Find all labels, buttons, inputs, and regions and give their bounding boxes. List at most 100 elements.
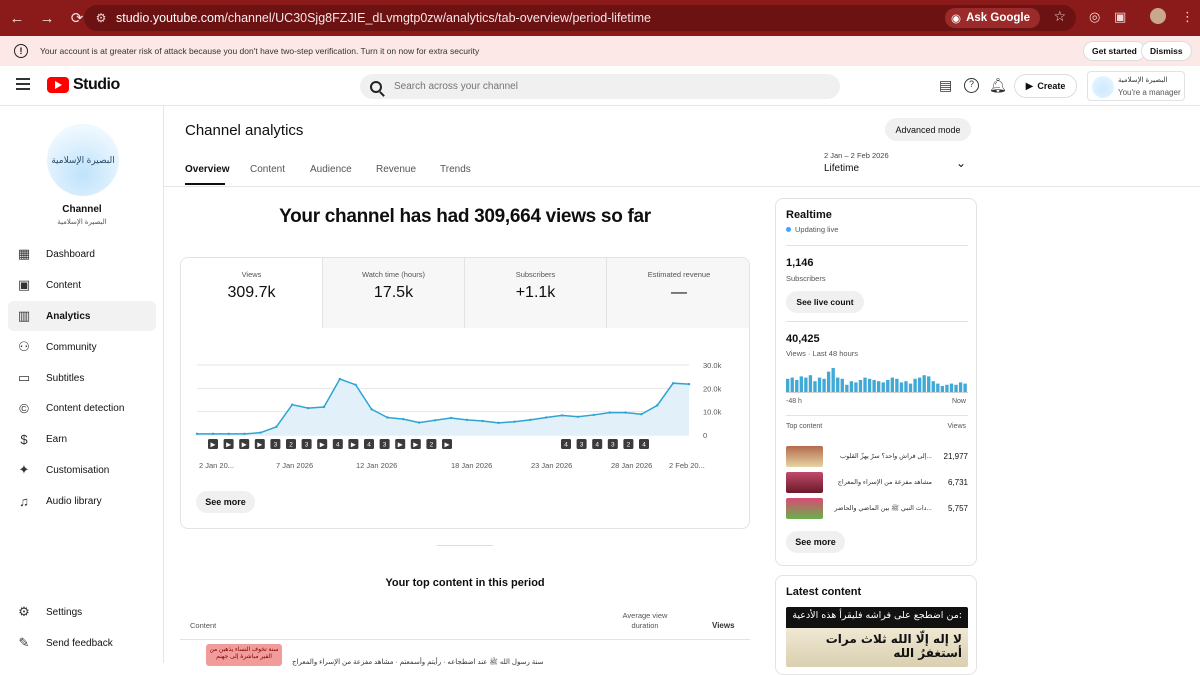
realtime-bar	[922, 375, 926, 392]
youtube-play-icon	[47, 77, 69, 93]
data-point	[640, 413, 643, 416]
sidebar-item-dashboard[interactable]: ▦ Dashboard	[8, 239, 156, 269]
hamburger-menu-icon[interactable]	[16, 78, 30, 93]
sidebar-item-customisation[interactable]: ✦ Customisation	[8, 455, 156, 485]
logo-text: Studio	[73, 76, 120, 93]
see-live-count-button[interactable]: See live count	[786, 291, 864, 313]
data-point	[402, 417, 405, 421]
data-point	[544, 416, 548, 419]
video-marker-icon	[561, 439, 571, 449]
feedback-comment-icon[interactable]: ▤	[939, 77, 953, 93]
channel-avatar[interactable]: البصيرة الإسلامية	[47, 124, 119, 196]
create-button[interactable]: ▶ Create	[1014, 74, 1077, 98]
views-line-chart[interactable]: 30.0k 20.0k 10.0k 0 ▶ ▶ ▶ ▶ 3 2 3 ▶ 4 ▶ 4 3 ▶ ▶ 2 ▶ 4 3 4 3 2 4 2 …	[181, 338, 750, 478]
metric-value: 17.5k	[373, 284, 414, 301]
feedback-icon: ✎	[18, 635, 30, 650]
back-arrow-icon[interactable]: ←	[9, 9, 25, 27]
metric-subscribers[interactable]: Subscribers +1.1k	[465, 258, 607, 328]
video-thumbnail[interactable]: سنة تخوف النساء يذهبن من الفير مباشرة إل…	[206, 644, 282, 666]
channel-avatar-small	[1092, 76, 1114, 98]
tab-overview[interactable]: Overview	[185, 164, 230, 175]
realtime-bar	[904, 381, 908, 392]
row-title: ...دات النبي ﷺ بين الماضي والحاضر	[834, 505, 932, 512]
column-header-views[interactable]: Views	[712, 621, 735, 630]
metric-label: Watch time (hours)	[361, 270, 426, 279]
notifications-bell-icon[interactable]: 🔔︎	[989, 77, 1007, 93]
video-marker-count: ▶	[257, 442, 263, 449]
chevron-down-icon[interactable]: ⌄	[956, 156, 967, 170]
audio-library-icon: ♫	[19, 493, 29, 509]
browser-toolbar: ← → ⟳ ⚙ studio.youtube.com/channel/UC30S…	[0, 0, 1200, 36]
search-input[interactable]	[394, 81, 794, 92]
metric-views[interactable]: Views 309.7k	[181, 258, 323, 328]
help-icon[interactable]: ?	[964, 78, 979, 93]
x-tick-label: 12 Jan 2026	[356, 461, 397, 470]
video-marker-icon	[576, 439, 587, 449]
realtime-see-more-button[interactable]: See more	[786, 531, 845, 553]
realtime-bar	[790, 377, 794, 392]
period-range[interactable]: 2 Jan – 2 Feb 2026	[824, 151, 889, 160]
dismiss-button[interactable]: Dismiss	[1141, 41, 1192, 61]
youtube-studio-logo[interactable]: Studio	[47, 76, 120, 94]
video-camera-icon: ▶	[1025, 80, 1034, 92]
column-header-avg-duration[interactable]: Average view duration	[622, 611, 668, 630]
video-marker-icon	[395, 439, 406, 449]
extensions-icon[interactable]: ▣	[1114, 9, 1127, 24]
search-bar[interactable]	[360, 74, 840, 99]
data-point	[417, 421, 421, 424]
sidebar-item-send-feedback[interactable]: ✎ Send feedback	[8, 628, 156, 658]
realtime-row[interactable]: ...دات النبي ﷺ بين الماضي والحاضر 5,757	[786, 498, 968, 520]
tab-trends[interactable]: Trends	[440, 164, 471, 175]
video-marker-icon	[379, 439, 390, 449]
google-lens-icon: ◉	[951, 13, 962, 25]
url-text[interactable]: studio.youtube.com/channel/UC30Sjg8FZJIE…	[116, 11, 651, 25]
sidebar-item-settings[interactable]: ⚙ Settings	[8, 597, 156, 627]
tab-revenue[interactable]: Revenue	[376, 164, 417, 175]
sidebar-item-content[interactable]: ▣ Content	[8, 270, 156, 300]
realtime-bar	[954, 384, 958, 392]
period-selector[interactable]: Lifetime	[824, 163, 860, 174]
realtime-bar	[899, 382, 904, 392]
address-bar[interactable]: ⚙ studio.youtube.com/channel/UC30Sjg8FZJ…	[84, 5, 1076, 31]
latest-content-thumbnail[interactable]: من اضطجع على فراشه فليقرأ هذه الأدعية: ل…	[786, 607, 968, 667]
x-tick-label: 2 Jan 20...	[199, 461, 234, 470]
warning-icon: !	[14, 44, 28, 58]
forward-arrow-icon[interactable]: →	[39, 9, 55, 27]
live-text: Updating live	[795, 225, 839, 234]
metric-estimated-revenue[interactable]: Estimated revenue —	[607, 258, 749, 328]
metric-watch-time[interactable]: Watch time (hours) 17.5k	[323, 258, 465, 328]
sidebar-item-content-detection[interactable]: © Content detection	[8, 393, 156, 423]
data-point	[243, 432, 246, 436]
data-point	[687, 382, 691, 386]
account-switcher[interactable]: البصيرة الإسلامية You're a manager	[1087, 71, 1185, 101]
realtime-bar	[854, 382, 858, 392]
reload-icon[interactable]: ⟳	[70, 10, 84, 27]
data-point	[592, 413, 595, 417]
realtime-bar	[786, 378, 790, 392]
profile-avatar[interactable]	[1150, 8, 1166, 24]
sidebar-item-community[interactable]: ⚇ Community	[8, 332, 156, 362]
site-info-icon[interactable]: ⚙	[95, 11, 107, 25]
bookmark-star-icon[interactable]: ☆	[1053, 8, 1066, 24]
see-more-button[interactable]: See more	[196, 491, 255, 513]
get-started-button[interactable]: Get started	[1083, 41, 1146, 61]
tab-content[interactable]: Content	[250, 164, 286, 175]
realtime-row[interactable]: مشاهد مفزعة من الإسراء والمعراج 6,731	[786, 472, 968, 494]
menu-kebab-icon[interactable]: ⋮	[1181, 9, 1194, 24]
sidebar-item-audio-library[interactable]: ♫ Audio library	[8, 486, 156, 516]
realtime-bar-chart[interactable]	[786, 367, 968, 393]
advanced-mode-button[interactable]: Advanced mode	[885, 118, 971, 141]
sidebar-item-label: Customisation	[46, 464, 110, 476]
sidebar-item-analytics[interactable]: ▥ Analytics	[8, 301, 156, 331]
sidebar-item-subtitles[interactable]: ▭ Subtitles	[8, 363, 156, 393]
sidebar-item-earn[interactable]: $ Earn	[8, 424, 156, 454]
section-divider	[437, 545, 493, 546]
video-marker-count: ▶	[242, 442, 248, 449]
realtime-row[interactable]: ...إلى فراش واحد؟ سرّ يهزّ القلوب 21,977	[786, 446, 968, 468]
realtime-bar	[886, 380, 890, 392]
ask-google-button[interactable]: ◉ Ask Google	[945, 8, 1040, 28]
tab-audience[interactable]: Audience	[310, 164, 352, 175]
realtime-bar	[804, 377, 808, 392]
data-point	[354, 383, 357, 387]
globe-icon[interactable]: ◎	[1089, 9, 1101, 24]
